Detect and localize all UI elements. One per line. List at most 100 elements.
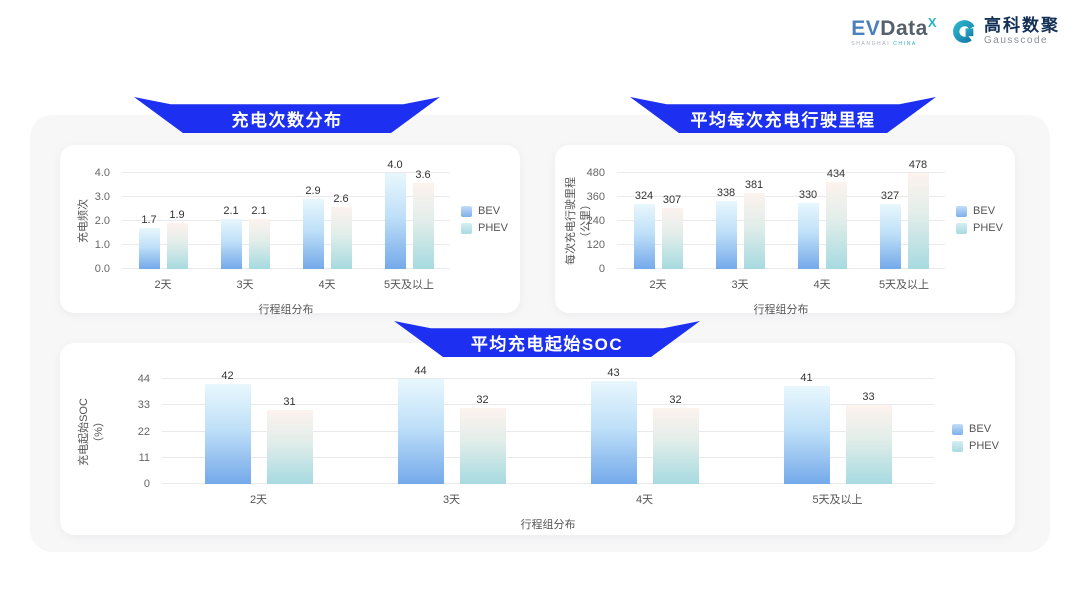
bar-group-5天及以上: 4.0 3.6 5天及以上 [384, 159, 434, 291]
bar-phev-5天及以上[interactable]: 478 [907, 159, 929, 269]
y-axis-ticks: 0 120 240 360 480 [555, 167, 605, 275]
chart-legend: BEV PHEV [461, 205, 508, 234]
gridline [162, 483, 934, 484]
bar-value-label: 32 [476, 393, 489, 406]
bar-phev-4天[interactable]: 434 [825, 168, 847, 269]
y-tick-label: 240 [586, 215, 605, 227]
bar-bev-4天[interactable]: 2.9 [302, 185, 324, 269]
bar-bev-4天[interactable]: 43 [590, 367, 637, 484]
legend-item-phev[interactable]: PHEV [952, 440, 999, 452]
y-tick-label: 3.0 [94, 191, 110, 203]
bar-value-label: 1.9 [169, 209, 185, 222]
gausscode-logo: 高科数聚 Gausscode [951, 15, 1060, 46]
x-category-label: 2天 [154, 279, 172, 291]
bar-phev-2天[interactable]: 1.9 [166, 209, 188, 269]
bar-phev-5天及以上[interactable]: 3.6 [412, 169, 434, 269]
bar-group-3天: 44 32 3天 [397, 365, 506, 506]
banner-charging-frequency: 充电次数分布 [134, 97, 440, 133]
evdata-sub-right: CHINA [893, 41, 917, 47]
bar-group-5天及以上: 41 33 5天及以上 [783, 372, 892, 506]
bar-phev-3天[interactable]: 2.1 [248, 205, 270, 269]
gridline [617, 172, 945, 173]
legend-swatch-icon [461, 205, 473, 217]
bar-group-3天: 338 381 3天 [715, 173, 765, 291]
chart-avg-start-soc: 充电起始SOC （%） 0 11 22 33 44 42 31 2天 44 32 3天 43 32 4天 4… [60, 343, 1015, 535]
chart-legend: BEV PHEV [952, 423, 999, 452]
gausscode-cn-name: 高科数聚 [984, 15, 1060, 35]
chart-avg-mileage-per-charge: 每次充电行驶里程 （公里） 0 120 240 360 480 324 307 2天 338 38… [555, 145, 1015, 316]
x-category-label: 5天及以上 [878, 279, 930, 291]
bar-value-label: 41 [800, 372, 813, 385]
bar-phev-3天[interactable]: 381 [743, 179, 765, 269]
gridline [617, 268, 945, 269]
y-tick-label: 1.0 [94, 239, 110, 251]
gridline [162, 404, 934, 406]
bar-value-label: 307 [662, 193, 682, 206]
y-tick-label: 0 [143, 478, 150, 490]
y-tick-label: 0 [598, 263, 605, 275]
bar-bev-5天及以上[interactable]: 327 [879, 190, 901, 269]
legend-item-phev[interactable]: PHEV [461, 222, 508, 234]
bar-value-label: 4.0 [387, 159, 403, 171]
bar-bev-5天及以上[interactable]: 4.0 [384, 159, 406, 269]
bar-group-3天: 2.1 2.1 3天 [220, 173, 270, 291]
bar-phev-2天[interactable]: 31 [266, 396, 313, 484]
legend-label: BEV [478, 205, 501, 217]
bar-value-label: 2.1 [223, 204, 239, 217]
legend-swatch-icon [952, 440, 964, 452]
y-tick-label: 33 [137, 399, 150, 412]
x-axis-title: 行程组分布 [258, 304, 314, 316]
bar-group-2天: 42 31 2天 [204, 370, 313, 506]
gridline [122, 172, 450, 173]
bar-phev-4天[interactable]: 2.6 [330, 193, 352, 269]
bar-bev-3天[interactable]: 2.1 [220, 205, 242, 269]
legend-swatch-icon [952, 423, 964, 435]
y-tick-label: 0.0 [94, 263, 110, 275]
gridline [122, 244, 450, 245]
bar-value-label: 338 [716, 187, 736, 200]
bar-value-label: 2.9 [305, 185, 321, 198]
bar-phev-5天及以上[interactable]: 33 [845, 391, 892, 484]
bar-value-label: 44 [414, 365, 427, 377]
bar-bev-2天[interactable]: 42 [204, 370, 251, 484]
legend-label: PHEV [969, 440, 999, 452]
chart-charging-frequency: 充电频次 0.0 1.0 2.0 3.0 4.0 1.7 1.9 2天 2.1 2.1 3天 2.9… [60, 145, 520, 316]
bar-bev-5天及以上[interactable]: 41 [783, 372, 830, 484]
chart-legend: BEV PHEV [956, 205, 1003, 234]
legend-item-bev[interactable]: BEV [956, 205, 1003, 217]
gridline [122, 268, 450, 269]
plot-area: 42 31 2天 44 32 3天 43 32 4天 41 33 5天及以上 [162, 365, 934, 506]
evdata-data-text: Data [880, 17, 928, 40]
bar-bev-3天[interactable]: 338 [715, 187, 737, 269]
y-axis-ticks: 0.0 1.0 2.0 3.0 4.0 [60, 167, 110, 275]
bar-phev-4天[interactable]: 32 [652, 394, 699, 484]
card-charging-frequency: 充电频次 0.0 1.0 2.0 3.0 4.0 1.7 1.9 2天 2.1 2.1 3天 2.9… [60, 145, 520, 316]
bar-value-label: 33 [862, 391, 875, 404]
x-category-label: 3天 [731, 279, 749, 291]
legend-swatch-icon [956, 205, 968, 217]
y-tick-label: 22 [137, 425, 150, 438]
card-avg-start-soc: 充电起始SOC （%） 0 11 22 33 44 42 31 2天 44 32 3天 43 32 4天 4… [60, 343, 1015, 535]
bar-value-label: 2.6 [333, 192, 349, 205]
bar-phev-3天[interactable]: 32 [459, 394, 506, 484]
legend-item-phev[interactable]: PHEV [956, 222, 1003, 234]
gridline [162, 430, 934, 432]
bar-phev-2天[interactable]: 307 [661, 194, 683, 269]
x-category-label: 2天 [249, 494, 268, 506]
bar-value-label: 434 [826, 168, 846, 181]
gridline [162, 456, 934, 458]
x-category-label: 2天 [649, 279, 667, 291]
legend-item-bev[interactable]: BEV [952, 423, 999, 435]
bar-value-label: 478 [908, 159, 928, 172]
legend-label: PHEV [973, 222, 1003, 234]
bar-bev-2天[interactable]: 324 [633, 190, 655, 269]
card-avg-mileage-per-charge: 每次充电行驶里程 （公里） 0 120 240 360 480 324 307 2天 338 38… [555, 145, 1015, 316]
bar-bev-4天[interactable]: 330 [797, 189, 819, 269]
bar-bev-2天[interactable]: 1.7 [138, 214, 160, 269]
bar-group-5天及以上: 327 478 5天及以上 [879, 159, 929, 291]
evdata-wordmark: EVDataX [851, 16, 937, 39]
legend-item-bev[interactable]: BEV [461, 205, 508, 217]
bar-bev-3天[interactable]: 44 [397, 365, 444, 484]
header-logos: EVDataX SHANGHAI CHINA 高科数聚 Gausscode [851, 16, 1060, 47]
